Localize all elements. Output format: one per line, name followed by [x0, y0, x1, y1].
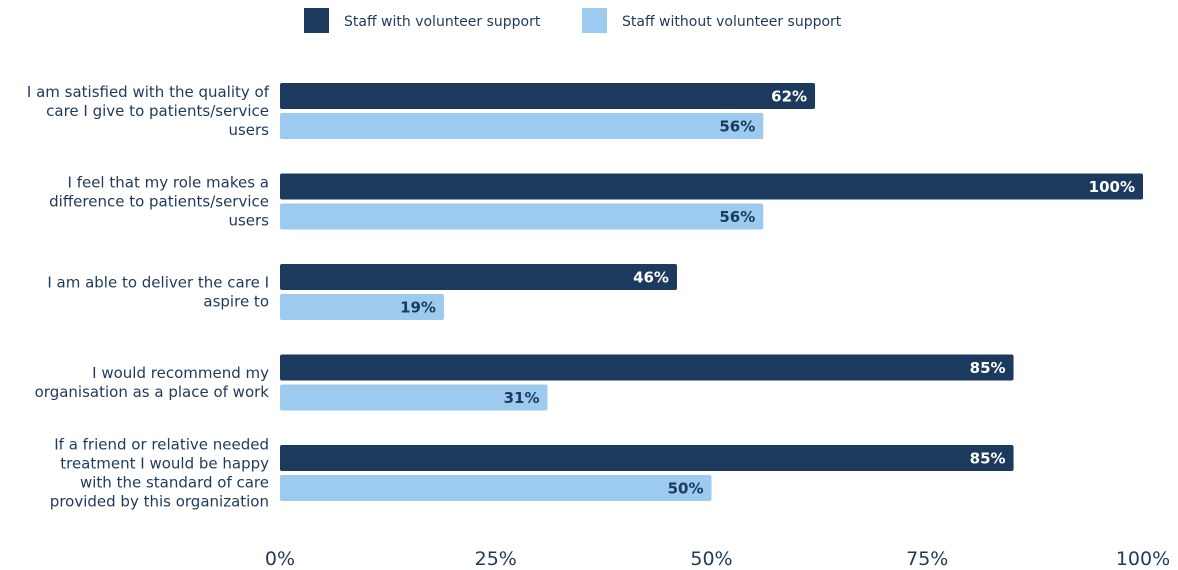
legend-label-without-support: Staff without volunteer support	[622, 14, 842, 30]
data-label-series2-cat5: 50%	[668, 480, 704, 498]
bar-series2-cat4	[280, 384, 548, 411]
category-label-2-line-2: difference to patients/service	[49, 193, 269, 211]
bar-series1-cat4	[280, 354, 1014, 381]
legend-label-with-support: Staff with volunteer support	[344, 14, 541, 30]
bar-series1-cat3	[280, 264, 677, 290]
x-tick-label-3: 50%	[690, 548, 732, 570]
category-label-3-line-1: I am able to deliver the care I	[47, 274, 269, 292]
category-label-1-line-1: I am satisfied with the quality of	[27, 83, 270, 101]
category-label-1-line-3: users	[228, 121, 269, 139]
data-label-series2-cat3: 19%	[400, 299, 436, 317]
bar-series2-cat1	[280, 113, 764, 139]
legend: Staff with volunteer support Staff witho…	[304, 8, 842, 33]
legend-swatch-with-support	[304, 8, 329, 33]
data-label-series1-cat2: 100%	[1089, 178, 1135, 196]
data-label-series2-cat4: 31%	[504, 389, 540, 407]
category-label-1-line-2: care I give to patients/service	[46, 102, 269, 120]
legend-swatch-without-support	[582, 8, 607, 33]
x-axis-ticks-group: 0% 25% 50% 75% 100%	[265, 548, 1170, 570]
bar-series1-cat2	[280, 173, 1143, 200]
x-tick-label-5: 100%	[1116, 548, 1170, 570]
bar-series1-cat1	[280, 83, 816, 109]
data-label-series2-cat1: 56%	[719, 118, 755, 136]
data-label-series2-cat2: 56%	[719, 208, 755, 226]
category-label-4-line-1: I would recommend my	[92, 364, 269, 382]
category-label-5-line-4: provided by this organization	[50, 493, 269, 511]
bar-series1-cat5	[280, 445, 1014, 471]
data-label-series1-cat3: 46%	[633, 269, 669, 287]
x-tick-label-1: 0%	[265, 548, 295, 570]
bars-group: 62% 56% 100% 56% 46% 19% 85% 31% 85% 50%	[280, 83, 1143, 501]
bar-series2-cat3	[280, 294, 444, 320]
category-label-5-line-1: If a friend or relative needed	[54, 436, 269, 454]
category-label-2-line-3: users	[228, 212, 269, 230]
category-label-3-line-2: aspire to	[203, 293, 269, 311]
category-label-5-line-3: with the standard of care	[80, 474, 269, 492]
data-label-series1-cat4: 85%	[970, 359, 1006, 377]
data-label-series1-cat1: 62%	[771, 88, 807, 106]
x-tick-label-2: 25%	[475, 548, 517, 570]
data-label-series1-cat5: 85%	[970, 450, 1006, 468]
category-label-4-line-2: organisation as a place of work	[35, 383, 270, 401]
bar-series2-cat2	[280, 203, 764, 230]
x-tick-label-4: 75%	[906, 548, 948, 570]
category-label-5-line-2: treatment I would be happy	[60, 455, 269, 473]
bar-series2-cat5	[280, 475, 712, 501]
category-label-2-line-1: I feel that my role makes a	[68, 174, 270, 192]
